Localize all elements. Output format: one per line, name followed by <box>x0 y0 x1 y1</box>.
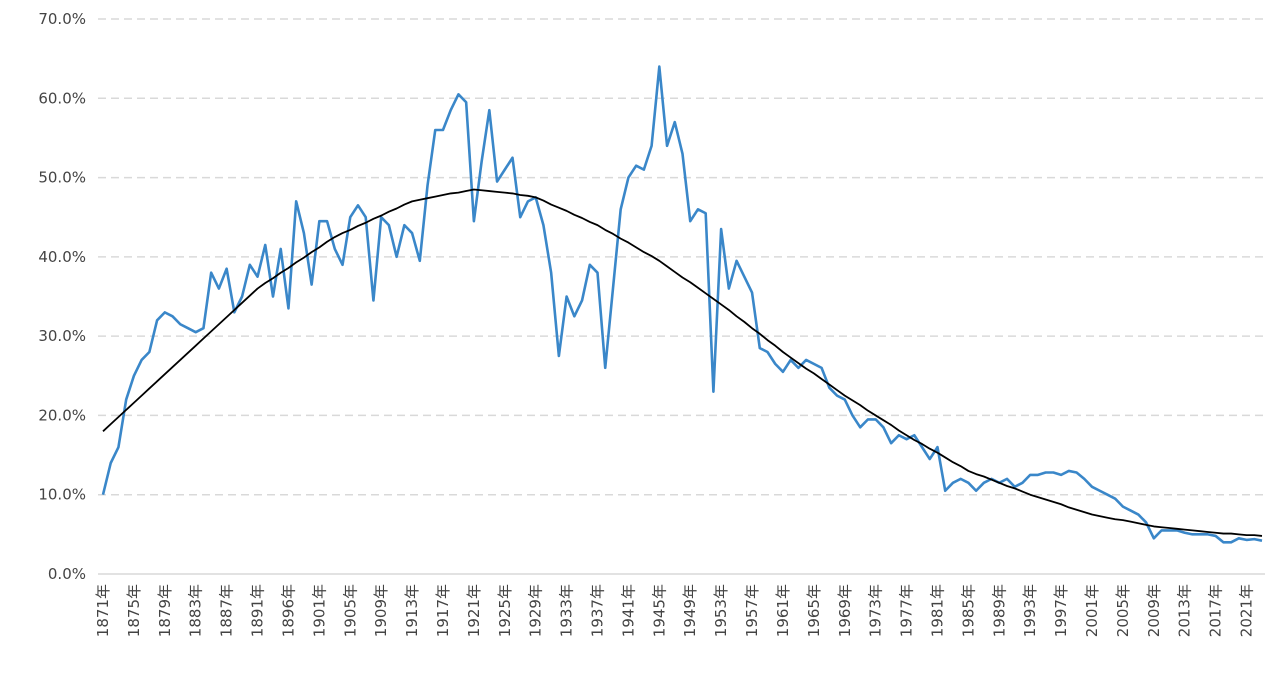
x-tick-label: 1957年 <box>743 584 761 637</box>
y-tick-label: 30.0% <box>38 327 86 345</box>
x-tick-label: 1891年 <box>249 584 267 637</box>
x-tick-label: 1981年 <box>928 584 946 637</box>
x-tick-label: 1977年 <box>898 584 916 637</box>
data-line <box>101 65 1263 544</box>
x-tick-label: 1879年 <box>156 584 174 637</box>
x-tick-label: 1941年 <box>619 584 637 637</box>
x-tick-label: 1945年 <box>650 584 668 637</box>
x-tick-label: 1909年 <box>372 584 390 637</box>
y-tick-label: 20.0% <box>38 406 86 424</box>
x-tick-label: 2001年 <box>1083 584 1101 637</box>
x-tick-label: 1921年 <box>465 584 483 637</box>
x-tick-label: 1949年 <box>681 584 699 637</box>
x-tick-label: 1953年 <box>712 584 730 637</box>
x-tick-label: 1913年 <box>403 584 421 637</box>
y-tick-label: 10.0% <box>38 486 86 504</box>
y-tick-label: 40.0% <box>38 248 86 266</box>
y-tick-label: 70.0% <box>38 10 86 28</box>
x-tick-label: 2013年 <box>1176 584 1194 637</box>
x-tick-label: 2005年 <box>1114 584 1132 637</box>
x-tick-label: 2021年 <box>1238 584 1256 637</box>
x-tick-label: 2009年 <box>1145 584 1163 637</box>
x-tick-label: 2017年 <box>1207 584 1225 637</box>
y-tick-label: 50.0% <box>38 169 86 187</box>
x-tick-label: 1997年 <box>1052 584 1070 637</box>
x-tick-label: 1933年 <box>558 584 576 637</box>
x-tick-label: 1871年 <box>94 584 112 637</box>
x-tick-label: 1973年 <box>867 584 885 637</box>
x-tick-label: 1901年 <box>310 584 328 637</box>
x-tick-label: 1989年 <box>990 584 1008 637</box>
x-tick-label: 1965年 <box>805 584 823 637</box>
trend-line <box>102 188 1263 537</box>
x-tick-label: 1887年 <box>218 584 236 637</box>
y-tick-label: 0.0% <box>48 565 86 583</box>
x-tick-label: 1917年 <box>434 584 452 637</box>
x-tick-label: 1925年 <box>496 584 514 637</box>
x-tick-label: 1875年 <box>125 584 143 637</box>
x-tick-label: 1905年 <box>341 584 359 637</box>
y-tick-label: 60.0% <box>38 89 86 107</box>
x-tick-label: 1985年 <box>959 584 977 637</box>
x-tick-label: 1993年 <box>1021 584 1039 637</box>
x-tick-label: 1883年 <box>187 584 205 637</box>
x-tick-label: 1896年 <box>279 584 297 637</box>
x-tick-label: 1929年 <box>527 584 545 637</box>
x-tick-label: 1969年 <box>836 584 854 637</box>
x-tick-label: 1961年 <box>774 584 792 637</box>
x-tick-label: 1937年 <box>589 584 607 637</box>
